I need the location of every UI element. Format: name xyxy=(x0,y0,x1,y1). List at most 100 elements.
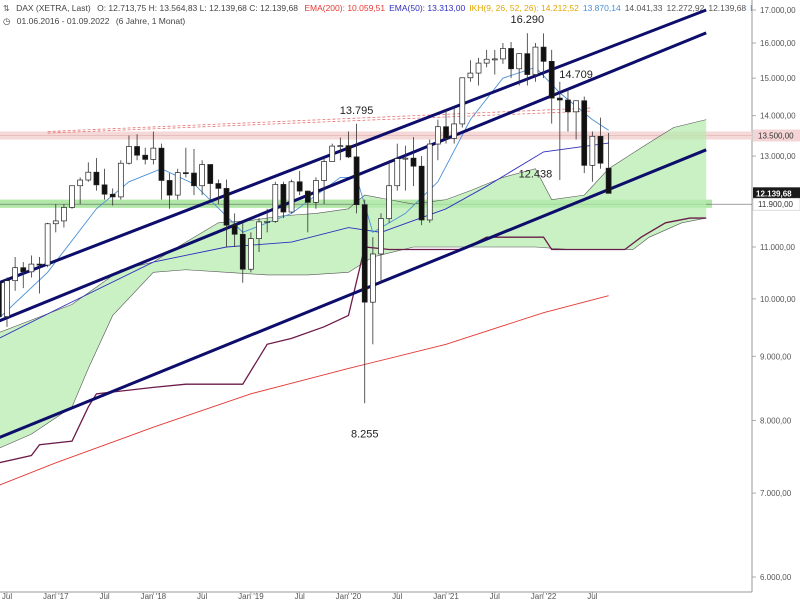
candle xyxy=(353,156,360,205)
candle xyxy=(467,72,474,79)
candle xyxy=(20,267,27,273)
candle xyxy=(101,184,108,195)
price-axis xyxy=(752,0,800,600)
indicator-3: 13.870,14 xyxy=(582,3,621,13)
candle xyxy=(540,46,547,62)
x-tick-label: Jul xyxy=(587,592,597,600)
candle xyxy=(77,179,84,187)
x-tick-label: Jul xyxy=(392,592,402,600)
x-tick-label: Jan '22 xyxy=(531,592,557,600)
resistance-price-label: 13.500,00 xyxy=(758,132,794,141)
candle xyxy=(418,165,425,221)
x-tick-label: Jul xyxy=(295,592,305,600)
chart-range-info: ◷ 01.06.2016 - 01.09.2022 (6 Jahre, 1 Mo… xyxy=(3,16,189,27)
x-tick-label: Jan '18 xyxy=(141,592,167,600)
y-tick-label: 6.000,00 xyxy=(760,573,792,582)
candle xyxy=(313,180,319,203)
candle xyxy=(215,183,222,189)
candle xyxy=(264,221,271,223)
x-tick-label: Jan '20 xyxy=(336,592,362,600)
candle xyxy=(500,48,506,60)
candle xyxy=(475,62,482,74)
candle xyxy=(516,53,523,70)
candle xyxy=(4,280,10,317)
current-price-tag xyxy=(753,187,800,200)
candle xyxy=(345,145,352,158)
annotation-label: 8.255 xyxy=(351,429,379,441)
current-price-label: 12.139,68 xyxy=(756,189,792,198)
ohlc-values: O: 12.713,75 H: 13.564,83 L: 12.139,68 C… xyxy=(97,3,298,13)
candle xyxy=(256,221,262,240)
candle xyxy=(597,135,604,164)
indicator-0: EMA(200): 10.059,51 xyxy=(304,3,386,13)
candle xyxy=(304,190,311,203)
candle xyxy=(239,233,246,270)
candle xyxy=(142,154,149,160)
candle xyxy=(36,263,43,266)
candle xyxy=(548,60,555,99)
candle xyxy=(386,185,392,219)
indicator-1: EMA(50): 13.313,00 xyxy=(389,3,466,13)
support-price-tag xyxy=(752,197,800,211)
candle xyxy=(12,267,18,282)
y-tick-label: 11.000,00 xyxy=(760,243,796,252)
annotation-label: 16.290 xyxy=(510,14,544,26)
instrument-title: DAX (XETRA, Last) xyxy=(16,3,91,13)
y-tick-label: 8.000,00 xyxy=(760,416,792,425)
candle xyxy=(581,100,588,166)
candle xyxy=(93,171,100,186)
indicator-5: 12.272,92 xyxy=(666,3,705,13)
x-tick-label: Jan '17 xyxy=(43,592,69,600)
candle xyxy=(207,164,214,184)
candle xyxy=(605,167,612,194)
y-tick-label: 7.000,00 xyxy=(760,489,792,498)
candle xyxy=(361,204,368,303)
candle xyxy=(288,181,295,213)
support-price-label: 11.900,00 xyxy=(758,200,794,209)
candle xyxy=(378,218,384,255)
y-tick-label: 16.000,00 xyxy=(760,39,796,48)
y-tick-label: 15.000,00 xyxy=(760,74,796,83)
annotation-label: 12.438 xyxy=(519,168,553,180)
dashed-resistance-line-1 xyxy=(47,110,593,134)
date-range: 01.06.2016 - 01.09.2022 xyxy=(16,16,110,26)
channel-trendline-2 xyxy=(0,148,707,439)
candle xyxy=(459,77,466,125)
candle xyxy=(150,147,157,160)
candle xyxy=(61,207,67,222)
annotation-label: 14.709 xyxy=(559,69,593,81)
candle xyxy=(166,180,173,196)
line-ema-200- xyxy=(0,295,609,486)
candle xyxy=(491,58,498,61)
candle xyxy=(183,172,189,174)
candle xyxy=(337,145,344,148)
candle xyxy=(296,181,303,192)
candle xyxy=(28,263,35,273)
ichimoku-cloud xyxy=(0,119,707,448)
candle xyxy=(126,146,132,164)
indicator-4: 14.041,33 xyxy=(624,3,663,13)
candle xyxy=(52,220,59,225)
period-length: (6 Jahre, 1 Monat) xyxy=(115,16,186,26)
candle xyxy=(443,126,449,139)
channel-trendline-0 xyxy=(0,8,707,284)
candle xyxy=(565,99,571,113)
candle xyxy=(199,164,205,187)
indicator-6: 12.139,68 xyxy=(708,3,747,13)
candle xyxy=(370,253,376,303)
candle xyxy=(85,171,92,181)
candle xyxy=(69,185,75,208)
x-tick-label: Jul xyxy=(2,592,12,600)
candle xyxy=(321,161,327,181)
candle xyxy=(426,143,433,221)
y-tick-label: 17.000,00 xyxy=(760,6,796,15)
candle xyxy=(134,146,140,156)
candle xyxy=(410,157,417,167)
candle xyxy=(280,184,287,213)
candle xyxy=(524,53,531,75)
candle xyxy=(394,158,401,187)
candle xyxy=(556,97,563,101)
candle xyxy=(402,157,409,160)
x-tick-label: Jul xyxy=(197,592,207,600)
